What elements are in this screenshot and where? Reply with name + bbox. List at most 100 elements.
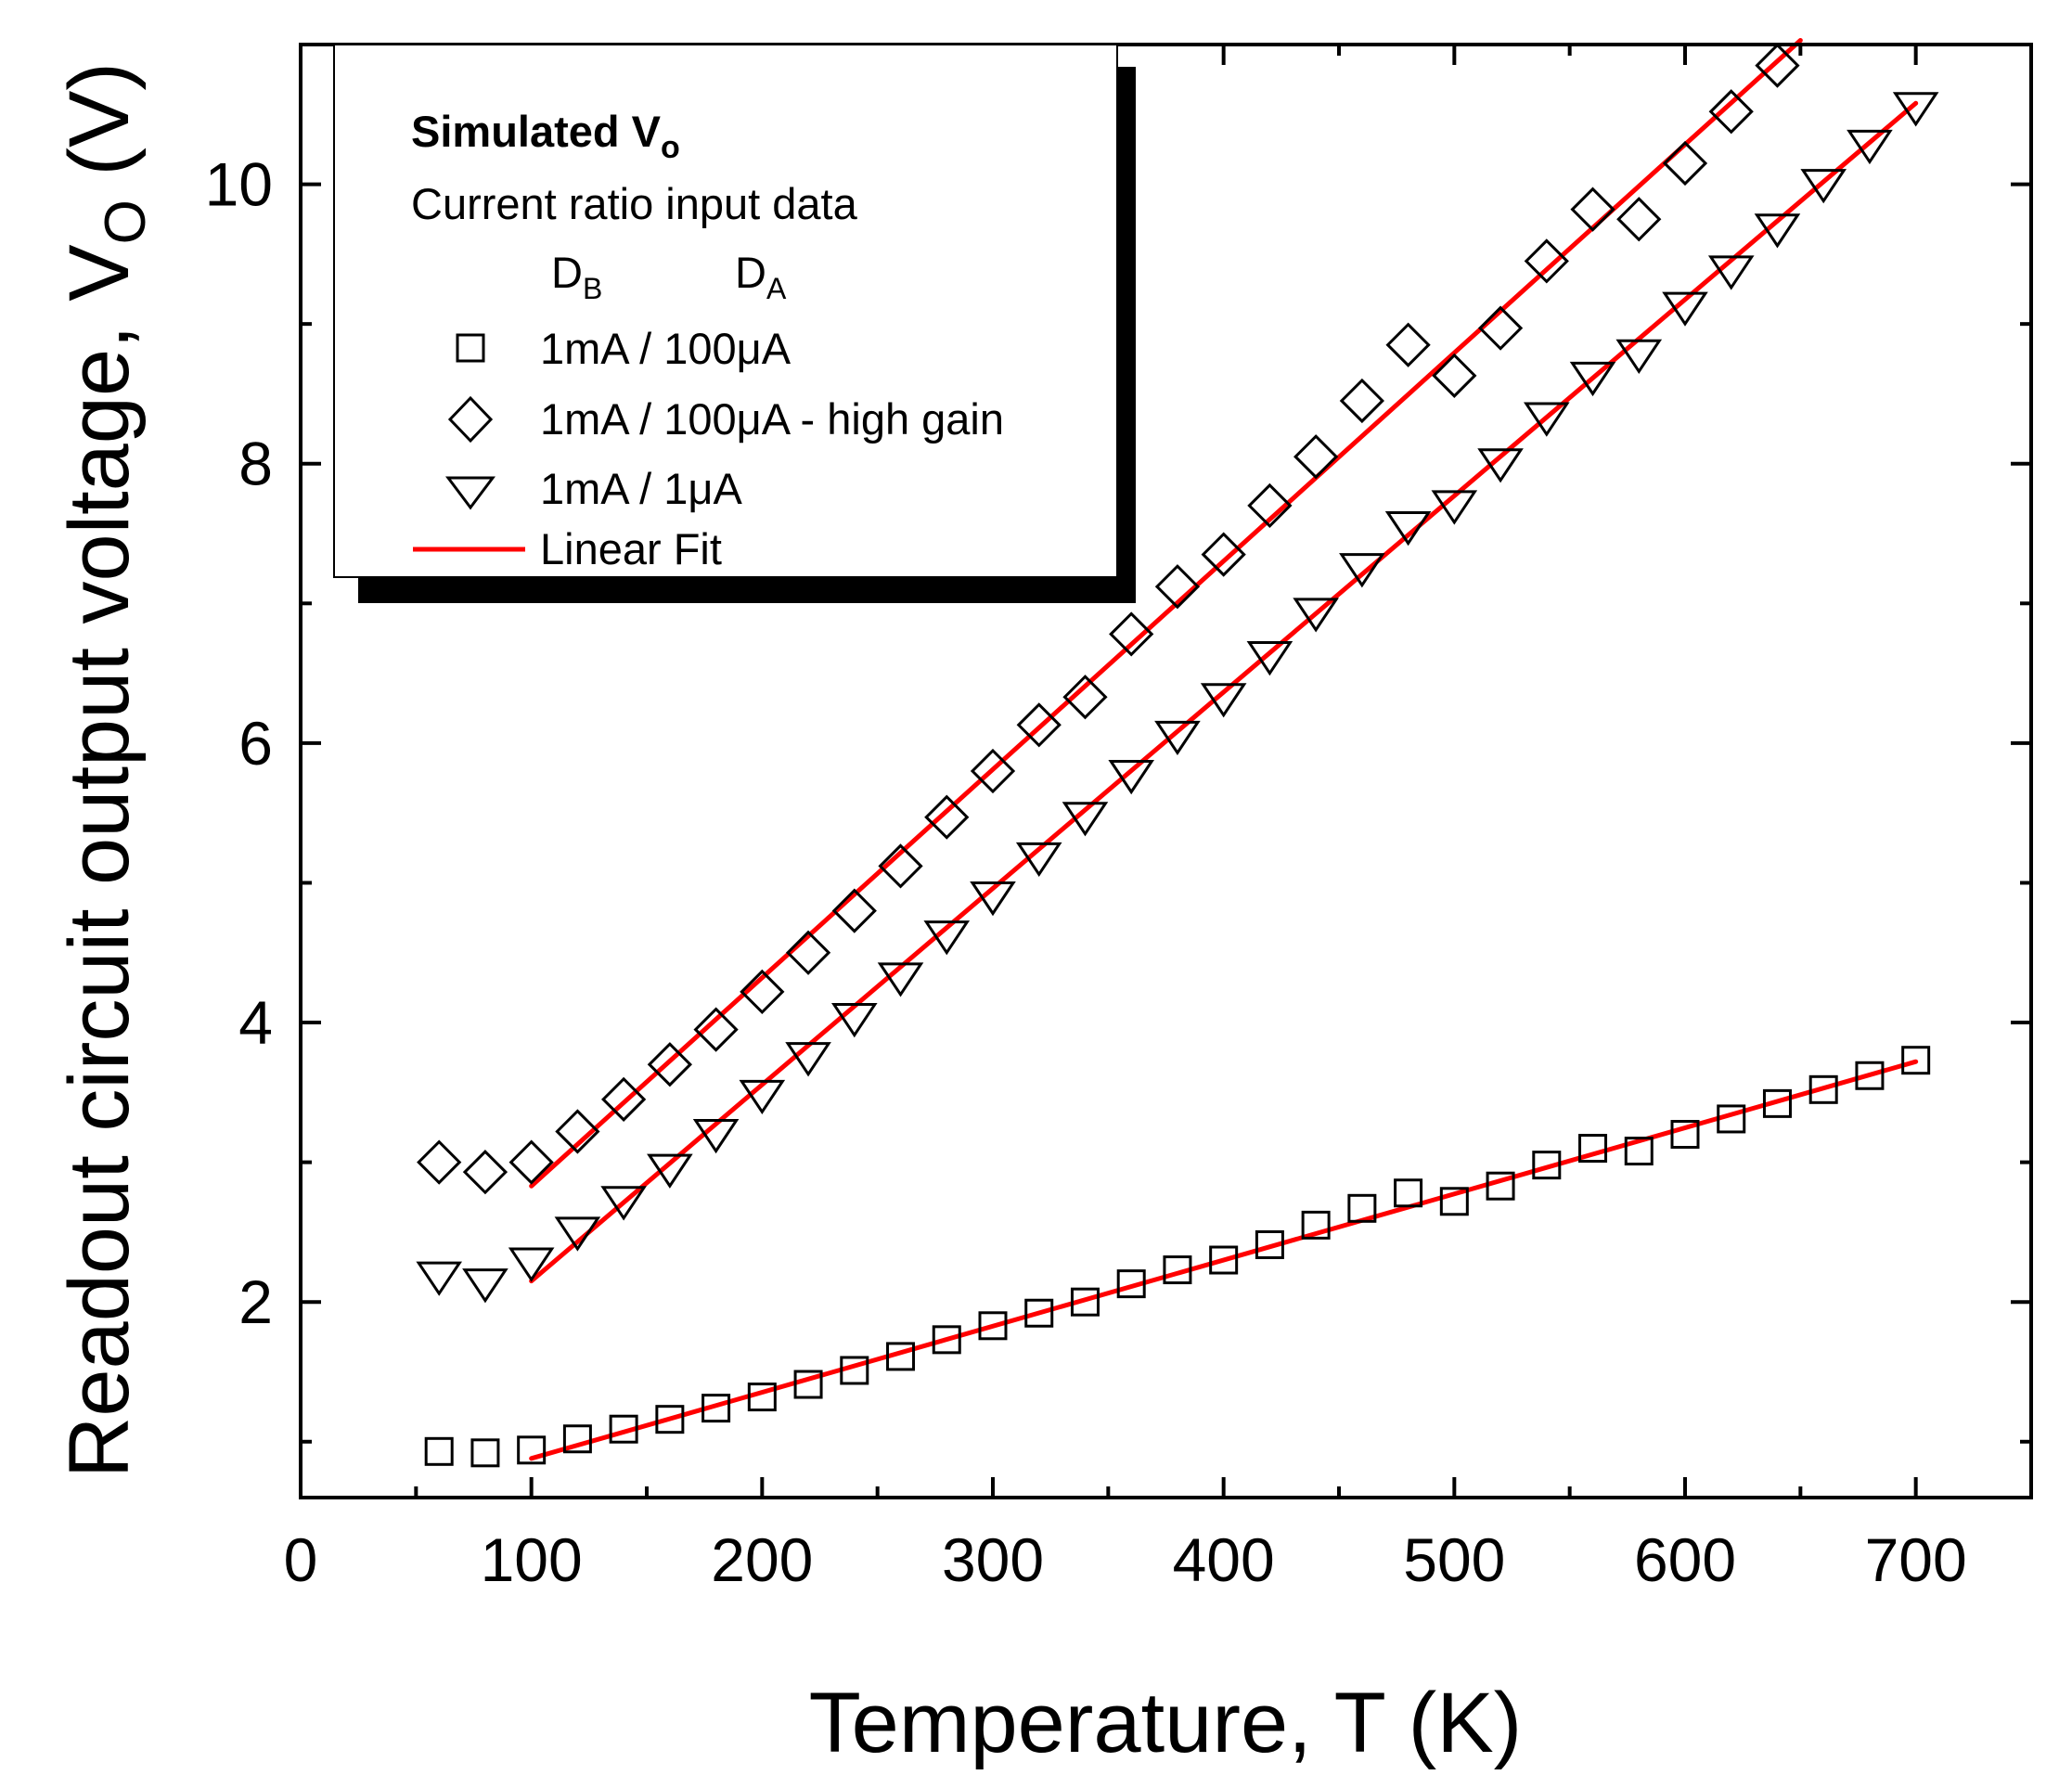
triangle-point [1062,802,1109,837]
diamond-point [1109,611,1154,657]
legend-entry-diamond: 1mA / 100μA - high gain [540,394,1004,444]
y-tick-label: 4 [238,988,273,1057]
triangle-point [600,1186,647,1221]
square-point [840,1356,869,1385]
legend-entry-fit: Linear Fit [540,524,722,573]
tick-labels: 0 100 200 300 400 500 600 700 2 4 6 8 10 [205,150,1967,1594]
fit-line-square [529,1059,1919,1461]
triangle-point [1154,720,1201,756]
triangle-point [647,1153,693,1189]
square-point [932,1325,961,1355]
legend-col-a-main: D [735,248,766,297]
x-tick-label: 300 [942,1525,1044,1594]
square-point [1578,1134,1608,1164]
diamond-point [555,1109,600,1154]
diamond-point [1570,187,1615,232]
square-point [655,1405,685,1434]
triangle-point [1108,760,1155,795]
diamond-point [1432,353,1477,398]
triangle-point [1015,842,1062,878]
triangle-point [1384,510,1432,547]
diamond-point [924,794,970,840]
triangle-point [739,1079,786,1115]
square-point [1347,1193,1377,1223]
y-tick-label: 10 [205,150,273,219]
triangle-point [1293,598,1339,633]
square-point [1670,1120,1700,1149]
square-point [747,1383,777,1412]
square-point [562,1424,592,1454]
triangle-point [1339,553,1385,588]
y-axis-title-main: Readout circuit output voltage, V [52,244,147,1478]
square-point [1532,1151,1562,1180]
square-point [793,1370,823,1399]
square-point [1717,1104,1746,1134]
y-axis-title-sub: O [94,199,158,244]
triangle-point [554,1216,601,1252]
square-point [1301,1210,1331,1240]
diamond-point [1339,378,1384,424]
square-point [978,1311,1008,1341]
square-point [886,1342,916,1371]
x-tick-label: 200 [711,1525,813,1594]
square-point [701,1394,731,1423]
diamond-point [1016,702,1062,748]
y-tick-label: 2 [238,1267,273,1336]
x-tick-label: 400 [1173,1525,1275,1594]
square-point [1855,1061,1885,1090]
square-point [424,1436,454,1466]
y-axis-title-unit: (V) [52,62,147,199]
triangle-point [416,1261,463,1296]
diamond-point [462,1150,508,1195]
square-point [1486,1171,1515,1201]
square-point [517,1435,547,1465]
x-tick-label: 600 [1634,1525,1736,1594]
triangle-point [1847,129,1893,165]
legend-col-a: DA [735,248,787,305]
legend-box [333,44,1118,578]
triangle-point [508,1247,555,1282]
diamond-point [785,930,831,975]
triangle-point [785,1042,831,1077]
legend-title: Simulated Vo [411,107,680,165]
legend-col-a-sub: A [766,272,787,305]
triangle-point [1477,448,1524,483]
x-tick-label: 700 [1865,1525,1967,1594]
legend-title-main: Simulated V [411,107,662,156]
square-point [1901,1046,1931,1075]
diamond-point [1477,305,1524,351]
data-markers [416,43,1939,1468]
diamond-point [1293,434,1339,480]
diamond-point [740,969,785,1015]
triangle-point [877,962,924,997]
square-point [1209,1245,1239,1275]
diamond-point [1524,238,1569,284]
diamond-point [693,1007,739,1052]
legend-title-sub: o [661,130,680,165]
square-point [1808,1074,1838,1104]
square-point [470,1438,500,1468]
diamond-point [1247,482,1293,529]
legend: Simulated Vo Current ratio input data DB… [333,44,1136,603]
fit-lines [529,37,1919,1461]
triangle-point [1662,291,1708,327]
diamond-point [831,888,877,933]
diamond-point [1201,532,1246,577]
square-point [1624,1137,1654,1166]
diamond-point [1616,197,1662,242]
y-tick-label: 8 [238,430,273,498]
diamond-point [1755,43,1800,88]
triangle-point [462,1268,508,1304]
square-point [1024,1298,1054,1328]
diamond-point [508,1139,554,1185]
square-point [1163,1255,1192,1285]
diamond-point [878,843,923,889]
diamond-point [417,1139,462,1185]
square-point [1255,1229,1284,1259]
fit-line-diamond [529,37,1803,1189]
diamond-point [1154,564,1201,610]
square-point [1439,1187,1469,1216]
triangle-point [970,881,1016,917]
square-point [1762,1088,1792,1118]
